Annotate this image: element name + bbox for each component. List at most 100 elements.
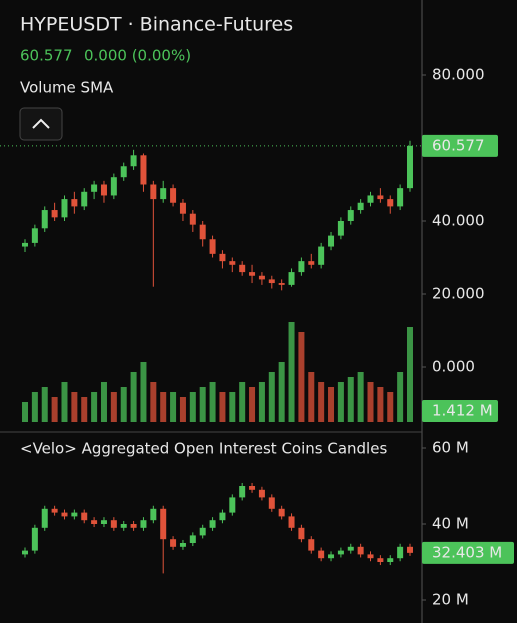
candle-body [377,558,384,562]
candle-body [31,228,38,243]
volume-bar [31,392,38,422]
candle-body [387,558,394,562]
volume-bar [189,392,196,422]
volume-bar [120,387,127,422]
candle-body [160,188,167,200]
candle-body [249,486,256,490]
volume-bar [22,402,28,422]
candle-body [397,546,404,559]
candle-body [229,497,236,513]
candle-body [337,550,344,555]
candle-body [308,539,315,551]
candle-body [189,535,196,543]
candle-body [41,508,48,528]
volume-bar [71,392,78,422]
last-value-tag [422,400,498,422]
y-tick-label: 20.000 [432,285,485,303]
candle-body [81,512,88,521]
collapse-button[interactable] [19,107,63,141]
candle-body [22,242,28,247]
candle-body [61,199,68,218]
volume-bar [258,382,265,422]
volume-bar [387,392,394,422]
volume-bar [130,372,137,422]
candle-body [258,275,265,280]
candle-body [41,210,48,229]
candle-body [110,177,117,196]
chart-title: HYPEUSDT · Binance-Futures [20,14,293,36]
volume-bar [81,397,88,422]
volume-bar [219,392,226,422]
candle-body [199,224,206,240]
candle-body [288,272,295,285]
volume-bar [407,327,413,422]
candle-body [150,184,157,200]
candle-body [298,261,305,273]
volume-bar [199,387,206,422]
candle-body [120,166,127,178]
candle-body [357,546,364,555]
candle-body [100,520,107,524]
candle-body [189,213,196,225]
candle-body [278,508,285,517]
candle-body [209,520,216,528]
candle-body [377,195,384,200]
volume-bar [239,382,246,422]
volume-bar [397,372,404,422]
last-value-label: 32.403 M [432,543,502,561]
candle-body [239,486,246,498]
price-change: 0.000 (0.00%) [84,47,191,65]
candle-body [170,188,177,203]
y-tick-label: 60 M [432,439,469,457]
y-tick-label: 80.000 [432,66,485,84]
candle-body [22,550,28,555]
candle-body [51,210,58,218]
volume-bar [328,387,335,422]
candle-body [51,508,58,513]
candle-body [219,512,226,521]
candle-body [140,520,147,528]
candle-body [170,539,177,547]
candle-body [407,145,413,189]
candle-body [318,246,325,265]
candle-body [100,184,107,196]
candle-body [179,202,186,214]
volume-bar [377,387,384,422]
y-tick-label: 20 M [432,591,469,609]
volume-bar [160,392,167,422]
volume-bar [140,362,147,422]
volume-bar [100,382,107,422]
volume-bar [179,397,186,422]
volume-bar [357,372,364,422]
volume-bar [337,382,344,422]
last-value-label: 60.577 [432,136,485,154]
volume-bar [91,392,98,422]
collapse-icon [32,118,50,129]
candle-body [387,199,394,207]
candle-body [367,554,374,559]
candle-body [337,221,344,236]
candle-body [229,261,236,265]
candle-body [91,520,98,524]
candle-body [140,155,147,185]
candle-body [91,184,98,192]
candle-body [71,512,78,517]
candle-body [288,516,295,528]
volume-bar [278,362,285,422]
candle-body [318,550,325,559]
volume-bar [110,392,117,422]
volume-bar [347,377,354,422]
candle-body [199,527,206,536]
last-value-tag [422,134,498,157]
candle-body [347,546,354,551]
last-value-label: 1.412 M [432,402,493,420]
last-price: 60.577 [20,47,73,65]
y-tick-label: 40.000 [432,212,485,230]
candle-body [179,543,186,547]
volume-bar [367,382,374,422]
candle-body [130,524,137,528]
candle-body [268,497,275,509]
volume-bar [229,392,236,422]
